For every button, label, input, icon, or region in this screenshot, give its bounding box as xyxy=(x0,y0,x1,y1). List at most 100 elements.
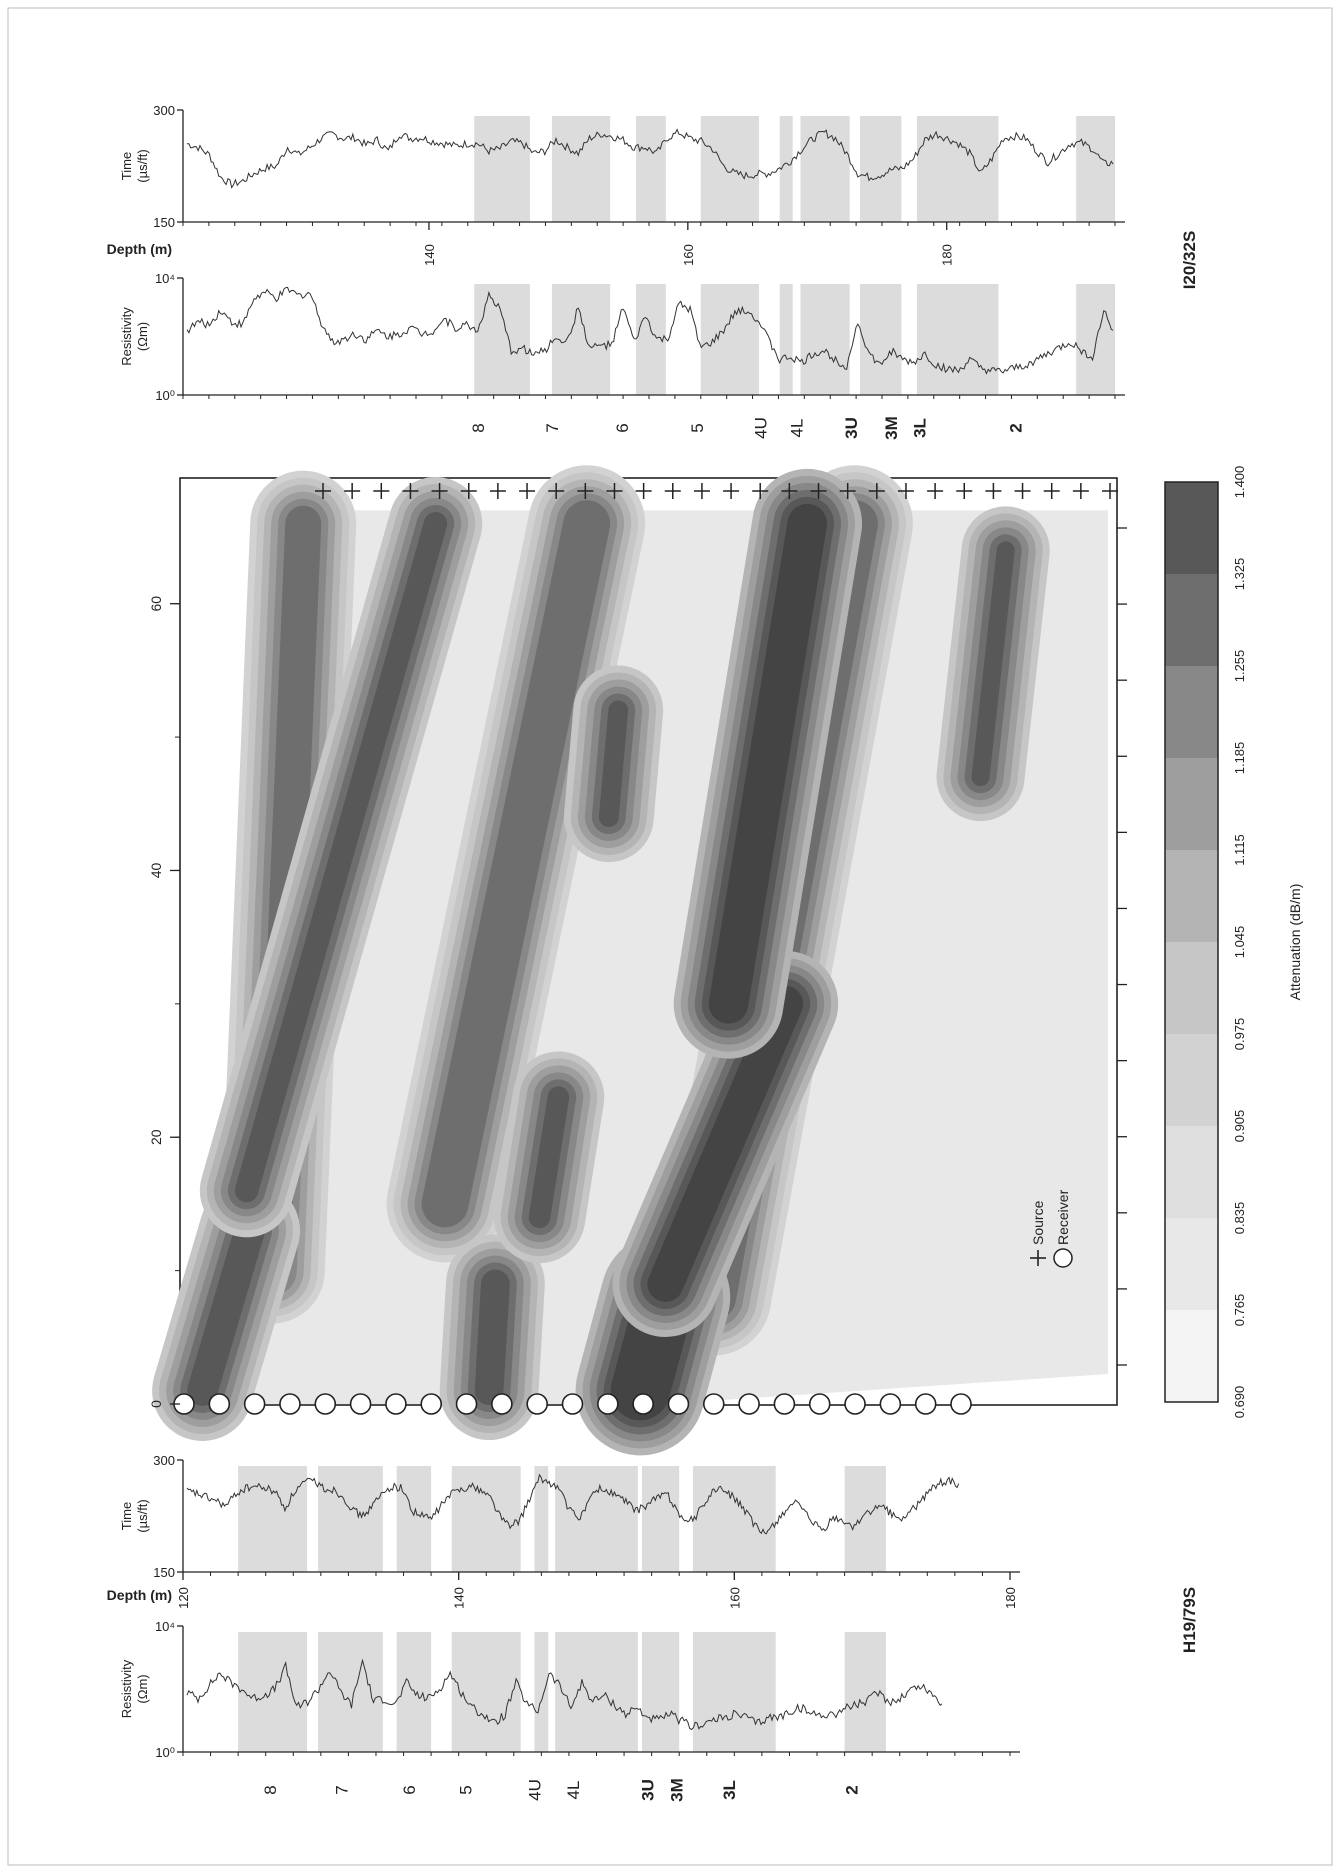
colorbar-tick-label: 0.905 xyxy=(1232,1110,1247,1143)
x-tick-label: 180 xyxy=(940,244,955,266)
x-tick-label: 160 xyxy=(681,244,696,266)
receiver-marker xyxy=(561,1393,584,1415)
y-axis-title: Resistivity xyxy=(119,307,134,366)
unit-label-2: 2 xyxy=(1006,423,1025,432)
bottom-resistivity-log-panel: 10⁴ 10⁰ Resistivity (Ωm) xyxy=(119,1619,1020,1760)
attenuation-contour xyxy=(971,541,1015,787)
colorbar-tick-label: 1.045 xyxy=(1232,926,1247,959)
colorbar-swatch xyxy=(1165,1126,1218,1218)
receiver-marker xyxy=(950,1393,972,1415)
unit-label-6: 6 xyxy=(400,1785,419,1794)
x-tick-label: 180 xyxy=(1003,1587,1018,1609)
lithology-band xyxy=(641,1466,680,1572)
y-tick-label: 300 xyxy=(153,1453,175,1468)
depth-axis-title: Depth (m) xyxy=(107,1587,172,1603)
lithology-band xyxy=(474,116,530,222)
receiver-marker xyxy=(385,1393,407,1415)
unit-label-4u: 4U xyxy=(751,417,770,439)
attenuation-contour xyxy=(187,1215,265,1406)
unit-label-4u: 4U xyxy=(525,1779,544,1801)
receiver-marker xyxy=(349,1393,372,1415)
lithology-band xyxy=(318,1466,383,1572)
lithology-band xyxy=(859,284,902,395)
receiver-marker xyxy=(702,1393,725,1415)
lithology-band xyxy=(800,116,850,222)
source-legend-label: Source xyxy=(1030,1200,1046,1245)
unit-label-3m: 3M xyxy=(882,416,901,440)
lithology-band xyxy=(779,116,793,222)
colorbar-swatch xyxy=(1165,482,1218,574)
lithology-band xyxy=(916,284,999,395)
x-tick-label: 140 xyxy=(452,1587,467,1609)
top-resistivity-log-panel: 10⁴ 10⁰ Resistivity (Ωm) xyxy=(119,271,1125,403)
log-curve xyxy=(186,1473,960,1535)
lithology-band xyxy=(700,284,760,395)
unit-label-8: 8 xyxy=(261,1785,280,1794)
receiver-marker xyxy=(243,1393,266,1415)
colorbar-tick-label: 0.690 xyxy=(1232,1386,1247,1419)
lithology-band xyxy=(474,284,530,395)
x-tick-label: 120 xyxy=(176,1587,191,1609)
y-axis-subtitle: (Ωm) xyxy=(135,322,150,351)
lithology-band xyxy=(318,1632,383,1752)
bottom-well-label: H19/79S xyxy=(1180,1587,1199,1653)
y-tick-label: 10⁴ xyxy=(155,1619,175,1634)
lithology-band xyxy=(916,116,999,222)
unit-label-5: 5 xyxy=(457,1785,476,1794)
lithology-band xyxy=(779,284,793,395)
unit-label-7: 7 xyxy=(543,423,562,432)
unit-label-4l: 4L xyxy=(788,419,807,438)
colorbar-tick-label: 1.325 xyxy=(1232,558,1247,591)
receiver-marker xyxy=(420,1393,443,1415)
colorbar-tick-label: 0.765 xyxy=(1232,1294,1247,1327)
unit-label-7: 7 xyxy=(333,1785,352,1794)
colorbar-tick-label: 1.115 xyxy=(1232,834,1247,866)
attenuation-contour xyxy=(528,1086,570,1229)
colorbar-tick-label: 1.255 xyxy=(1232,650,1247,683)
y-tick-label: 10⁴ xyxy=(155,271,175,286)
receiver-legend-symbol xyxy=(1053,1248,1073,1268)
colorbar-swatch xyxy=(1165,574,1218,666)
lithology-band xyxy=(1076,116,1115,222)
receiver-marker xyxy=(597,1393,619,1415)
y-tick-label: 20 xyxy=(148,1129,164,1145)
unit-label-4l: 4L xyxy=(564,1781,583,1800)
attenuation-contour xyxy=(647,985,804,1302)
unit-label-3l: 3L xyxy=(911,418,930,438)
colorbar-swatch xyxy=(1165,1310,1218,1402)
lithology-band xyxy=(555,1632,638,1752)
receiver-marker xyxy=(526,1393,548,1415)
lithology-band xyxy=(451,1632,521,1752)
y-tick-label: 60 xyxy=(148,596,164,612)
attenuation-colorbar: 0.690 0.765 0.835 0.905 0.975 1.045 1.115 1.185… xyxy=(1164,466,1303,1419)
unit-label-3u: 3U xyxy=(842,417,861,439)
unit-label-5: 5 xyxy=(688,423,707,432)
unit-label-3u: 3U xyxy=(638,1779,657,1801)
colorbar-tick-label: 1.185 xyxy=(1232,742,1247,775)
y-axis-title: Time xyxy=(119,1502,134,1530)
log-curve xyxy=(186,286,1114,375)
y-axis-subtitle: (µs/ft) xyxy=(135,1499,150,1532)
receiver-marker xyxy=(738,1393,760,1415)
lithology-band xyxy=(844,1466,886,1572)
colorbar-swatch xyxy=(1165,758,1218,850)
log-curve xyxy=(187,128,1114,189)
y-axis-title: Resistivity xyxy=(119,1659,134,1718)
colorbar-tick-label: 0.835 xyxy=(1232,1202,1247,1235)
x-tick-label: 160 xyxy=(727,1587,742,1609)
bottom-unit-labels: 8 7 6 5 4U 4L 3U 3M 3L 2 xyxy=(261,1778,862,1802)
y-tick-label: 10⁰ xyxy=(155,1745,175,1760)
receiver-marker xyxy=(279,1393,301,1415)
lithology-band xyxy=(1076,284,1115,395)
lithology-band xyxy=(859,116,902,222)
source-receiver-legend: Source Receiver xyxy=(1030,1189,1073,1268)
colorbar-swatch xyxy=(1165,942,1218,1034)
top-time-log-panel: 300 150 140 160 180 Time (µs/ft) Depth (m) xyxy=(107,103,1125,266)
receiver-marker xyxy=(667,1393,690,1415)
receiver-marker xyxy=(808,1393,831,1415)
x-tick-label: 140 xyxy=(422,244,437,266)
colorbar-swatch xyxy=(1165,1034,1218,1126)
colorbar-swatch xyxy=(1165,850,1218,942)
y-tick-label: 0 xyxy=(148,1400,164,1408)
